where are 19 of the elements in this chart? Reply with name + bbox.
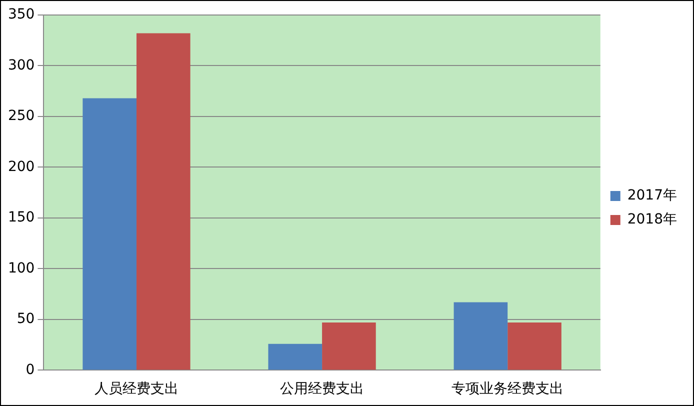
y-tick-label: 150 (8, 210, 35, 226)
y-tick-label: 50 (16, 311, 35, 328)
bar (268, 344, 322, 370)
x-tick-label: 专项业务经费支出 (452, 381, 564, 398)
bar (322, 322, 376, 370)
bar (136, 33, 190, 370)
y-tick-label: 350 (8, 6, 35, 23)
y-tick-label: 300 (8, 57, 35, 74)
y-tick-label: 0 (26, 362, 35, 378)
legend-label: 2018年 (627, 212, 678, 228)
x-tick-label: 人员经费支出 (94, 381, 178, 398)
legend-label: 2017年 (627, 188, 678, 204)
y-tick-label: 250 (8, 108, 35, 124)
x-tick-label: 公用经费支出 (280, 381, 364, 398)
bar (82, 98, 136, 370)
bar (508, 322, 562, 370)
y-tick-label: 200 (8, 158, 35, 175)
bar (454, 302, 508, 370)
y-tick-label: 100 (8, 260, 35, 276)
